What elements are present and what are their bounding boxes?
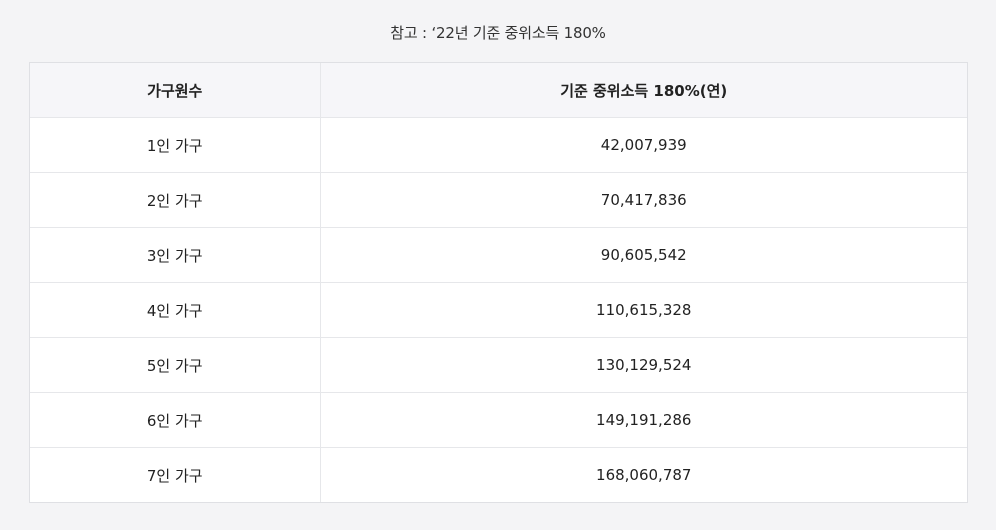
header-median-income: 기준 중위소득 180%(연) <box>320 63 967 118</box>
household-cell: 5인 가구 <box>30 337 321 393</box>
table-row: 3인 가구 90,605,542 <box>30 227 967 283</box>
table-row: 5인 가구 130,129,524 <box>30 337 967 393</box>
header-household-size: 가구원수 <box>30 63 321 118</box>
income-cell: 168,060,787 <box>596 466 692 484</box>
table-caption: 참고 : ‘22년 기준 중위소득 180% <box>390 24 606 42</box>
household-cell: 2인 가구 <box>30 172 321 228</box>
income-cell: 70,417,836 <box>320 172 967 228</box>
household-cell: 4인 가구 <box>30 282 321 338</box>
income-table-container: 가구원수 기준 중위소득 180%(연) 1인 가구 42,007,939 2인… <box>29 62 968 503</box>
income-cell: 110,615,328 <box>320 282 967 338</box>
household-cell: 1인 가구 <box>30 117 321 173</box>
household-cell: 7인 가구 <box>30 447 321 502</box>
table-row: 7인 가구 168,060,787 <box>30 447 967 502</box>
income-cell: 42,007,939 <box>320 117 967 173</box>
household-cell: 3인 가구 <box>30 227 321 283</box>
household-cell: 6인 가구 <box>30 392 321 448</box>
income-cell: 149,191,286 <box>320 392 967 448</box>
income-cell: 130,129,524 <box>320 337 967 393</box>
income-cell: 90,605,542 <box>320 227 967 283</box>
table-row: 6인 가구 149,191,286 <box>30 392 967 448</box>
table-row: 1인 가구 42,007,939 <box>30 117 967 173</box>
table-row: 4인 가구 110,615,328 <box>30 282 967 338</box>
income-table: 가구원수 기준 중위소득 180%(연) 1인 가구 42,007,939 2인… <box>30 63 967 502</box>
table-row: 2인 가구 70,417,836 <box>30 172 967 228</box>
table-header-row: 가구원수 기준 중위소득 180%(연) <box>30 63 967 118</box>
